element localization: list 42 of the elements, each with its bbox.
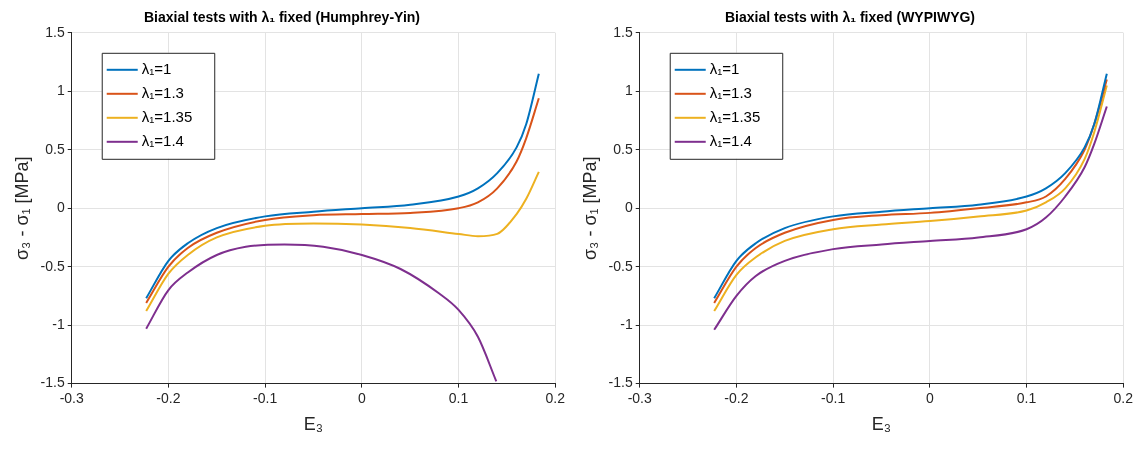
x-tick-label: 0.2 xyxy=(545,389,566,406)
line-series xyxy=(145,170,540,313)
x-tick-label: -0.2 xyxy=(156,389,181,406)
y-tick-label: 0 xyxy=(56,199,65,216)
y-tick-label: -1 xyxy=(52,315,65,332)
x-axis-title: E₃ xyxy=(303,414,324,435)
y-tick-label: 1.5 xyxy=(45,23,65,40)
y-tick-label: -1.5 xyxy=(40,374,65,391)
y-tick-label: -1.5 xyxy=(608,374,633,391)
y-tick-label: -1 xyxy=(620,315,633,332)
x-axis-title: E₃ xyxy=(871,414,892,435)
y-tick-label: 0.5 xyxy=(613,140,633,157)
legend-label: λ₁=1.3 xyxy=(141,83,184,101)
y-tick-label: 0.5 xyxy=(45,140,65,157)
legend-label: λ₁=1 xyxy=(141,59,172,77)
legend-label: λ₁=1.4 xyxy=(709,131,752,149)
legend-label: λ₁=1.3 xyxy=(709,83,752,101)
x-tick-label: 0 xyxy=(357,389,366,406)
legend-label: λ₁=1.35 xyxy=(709,107,761,125)
y-tick-label: 0 xyxy=(624,199,633,216)
y-tick-label: 1 xyxy=(624,82,633,99)
y-axis-title: σ₃ - σ₁ [MPa] xyxy=(579,156,600,261)
y-tick-label: 1.5 xyxy=(613,23,633,40)
x-tick-label: -0.3 xyxy=(59,389,84,406)
x-tick-label: -0.1 xyxy=(253,389,278,406)
x-tick-label: 0 xyxy=(925,389,934,406)
legend-label: λ₁=1.4 xyxy=(141,131,184,149)
y-tick-label: 1 xyxy=(56,82,65,99)
legend-label: λ₁=1.35 xyxy=(141,107,193,125)
chart-title: Biaxial tests with λ₁ fixed (Humphrey-Yin) xyxy=(144,9,420,26)
x-tick-label: -0.1 xyxy=(821,389,846,406)
y-tick-label: -0.5 xyxy=(608,257,633,274)
x-tick-label: -0.2 xyxy=(724,389,749,406)
legend-label: λ₁=1 xyxy=(709,59,740,77)
chart-title: Biaxial tests with λ₁ fixed (WYPIWYG) xyxy=(724,9,976,26)
x-tick-label: 0.2 xyxy=(1113,389,1134,406)
line-series xyxy=(145,243,498,383)
x-tick-label: 0.1 xyxy=(448,389,469,406)
x-tick-label: -0.3 xyxy=(627,389,652,406)
y-axis-title: σ₃ - σ₁ [MPa] xyxy=(11,156,32,261)
y-tick-label: -0.5 xyxy=(40,257,65,274)
x-tick-label: 0.1 xyxy=(1016,389,1037,406)
